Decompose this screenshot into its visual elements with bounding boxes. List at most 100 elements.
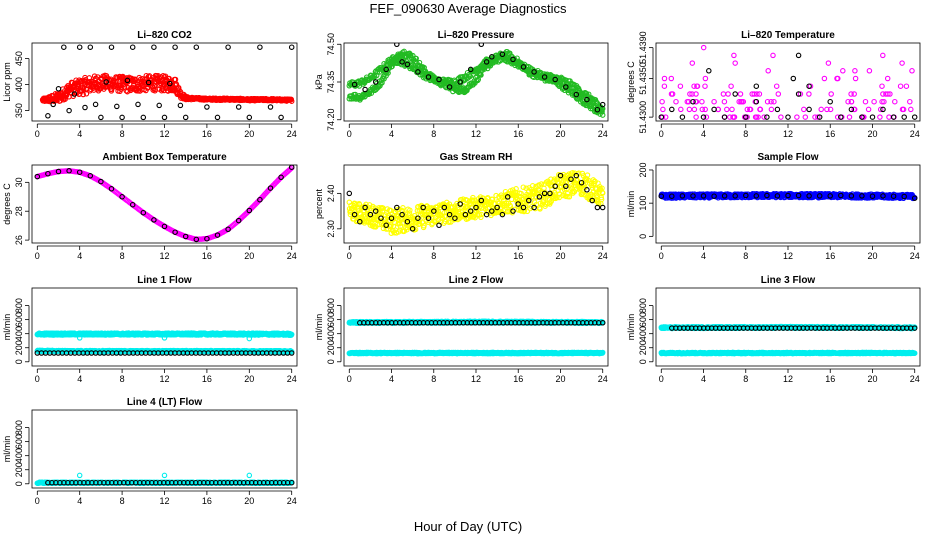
chart-rh-10-s-samples-point	[549, 186, 555, 192]
chart-temperature-10-s-samples-point	[846, 114, 853, 120]
chart-pressure-averages-point	[394, 43, 400, 48]
chart-boxtemp-title: Ambient Box Temperature	[102, 152, 227, 163]
chart-temperature-10-s-samples-point	[749, 91, 755, 97]
chart-co2-title: Li–820 CO2	[137, 30, 192, 41]
chart-boxtemp-x-tick-label: 12	[159, 251, 169, 261]
chart-temperature-averages-point	[890, 114, 897, 120]
chart-pressure-marks	[346, 43, 606, 118]
chart-rh-frame	[343, 164, 609, 244]
chart-temperature-averages-point	[790, 75, 797, 82]
chart-rh-10-s-samples-point	[554, 194, 560, 201]
chart-temperature-10-s-samples-point	[879, 98, 885, 105]
chart-pressure-averages-point	[520, 64, 527, 70]
chart-rh-averages-point	[367, 211, 374, 218]
chart-temperature-10-s-samples-point	[824, 106, 830, 113]
chart-temperature-y-tick-label: 51.4350	[638, 62, 648, 95]
chart-temperature-10-s-samples-point	[693, 91, 699, 97]
chart-co2-averages-point	[124, 77, 131, 84]
chart-pressure-averages-point	[499, 51, 506, 58]
chart-rh-10-s-samples-point	[496, 200, 503, 207]
chart-temperature-10-s-samples-point	[744, 106, 751, 113]
chart-pressure-averages-point	[552, 76, 558, 83]
chart-sampleflow-averages-point	[658, 193, 665, 199]
chart-temperature-10-s-samples-point	[687, 91, 693, 97]
chart-co2-averages-point	[92, 101, 99, 108]
chart-rh-10-s-samples-point	[470, 194, 476, 201]
chart-co2-averages-point	[135, 101, 141, 108]
chart-co2-averages-point	[129, 44, 136, 50]
chart-temperature-10-s-samples-point	[848, 91, 854, 97]
chart-pressure-x-tick-label: 12	[471, 129, 481, 139]
chart-temperature-10-s-samples-point	[756, 91, 763, 97]
chart-line1-title: Line 1 Flow	[137, 275, 192, 286]
chart-sampleflow-averages-point	[732, 193, 738, 199]
chart-temperature-10-s-samples-point	[770, 52, 776, 59]
chart-rh-averages-point	[357, 218, 363, 225]
chart-temperature-10-s-samples-point	[865, 106, 872, 113]
chart-boxtemp-averages-point	[193, 236, 200, 243]
chart-rh-averages-point	[563, 183, 569, 190]
chart-co2-10-s-samples-point	[166, 75, 172, 82]
chart-boxtemp-averages-point	[119, 194, 125, 200]
chart-co2-averages-series	[45, 44, 295, 121]
chart-temperature-10-s-samples-point	[731, 52, 737, 59]
chart-rh-averages-point	[378, 215, 384, 221]
chart-temperature-10-s-samples-point	[877, 114, 883, 120]
chart-temperature-10-s-samples-point	[768, 106, 775, 113]
chart-co2-averages-point	[55, 86, 62, 92]
chart-temperature-averages-point	[806, 83, 812, 89]
chart-rh-10-s-samples-series	[346, 170, 606, 236]
chart-temperature-averages-point	[848, 106, 855, 113]
chart-temperature-averages-point	[869, 114, 876, 120]
chart-temperature-10-s-samples-point	[907, 98, 913, 105]
chart-co2-averages-point	[167, 80, 173, 87]
chart-rh-10-s-samples-point	[591, 197, 598, 204]
chart-rh-averages-point	[436, 222, 442, 229]
chart-temperature-10-s-samples-point	[765, 68, 771, 74]
chart-line1-averages-series	[34, 350, 295, 356]
chart-temperature-10-s-samples-point	[887, 91, 893, 97]
chart-pressure-averages-point	[425, 74, 432, 80]
chart-sampleflow-y-tick-label: 0	[638, 234, 648, 239]
chart-pressure-averages-point	[563, 84, 569, 90]
chart-rh-10-s-samples-point	[524, 208, 531, 215]
chart-temperature-averages-point	[795, 91, 802, 97]
chart-co2-averages-point	[288, 44, 295, 50]
chart-temperature-averages-point	[880, 106, 886, 113]
chart-sampleflow-averages-point	[700, 193, 707, 199]
chart-temperature-10-s-samples-point	[885, 91, 891, 97]
chart-co2-averages-point	[182, 114, 189, 121]
chart-line1-y-tick-label: 200	[14, 340, 24, 355]
chart-sampleflow-averages-point	[911, 195, 918, 201]
chart-pressure-10-s-samples-point	[475, 76, 482, 83]
chart-co2-averages-point	[193, 44, 200, 50]
chart-temperature-10-s-samples-point	[751, 91, 757, 97]
chart-rh-averages-point	[372, 208, 379, 214]
chart-pressure-averages-point	[351, 81, 358, 88]
chart-rh-10-s-samples-point	[465, 215, 472, 221]
chart-temperature-10-s-samples-point	[897, 83, 904, 89]
chart-temperature-10-s-samples-point	[729, 106, 735, 113]
chart-pressure-x-tick-label: 8	[431, 129, 436, 139]
chart-sampleflow-averages-point	[816, 193, 823, 199]
chart-temperature-10-s-samples-point	[691, 106, 698, 113]
chart-sampleflow-averages-point	[890, 193, 897, 199]
chart-co2-y-tick-label: 350	[14, 103, 24, 118]
chart-temperature-averages-point	[901, 114, 907, 120]
chart-rh-10-s-samples-point	[421, 222, 427, 229]
chart-boxtemp-averages-point	[151, 217, 157, 223]
chart-rh-10-s-samples-point	[407, 207, 413, 213]
figure-x-axis-label: Hour of Day (UTC)	[414, 519, 522, 534]
chart-pressure-averages-point	[415, 69, 421, 75]
chart-pressure-averages-point	[584, 96, 590, 103]
chart-line1-y-axis-label: ml/min	[2, 314, 12, 341]
chart-temperature-10-s-samples-point	[806, 91, 812, 97]
chart-co2-10-s-samples-point	[157, 77, 163, 84]
chart-temperature-x-tick-label: 20	[867, 129, 877, 139]
chart-pressure-x-tick-label: 4	[389, 129, 394, 139]
chart-rh-x-tick-label: 8	[431, 251, 436, 261]
